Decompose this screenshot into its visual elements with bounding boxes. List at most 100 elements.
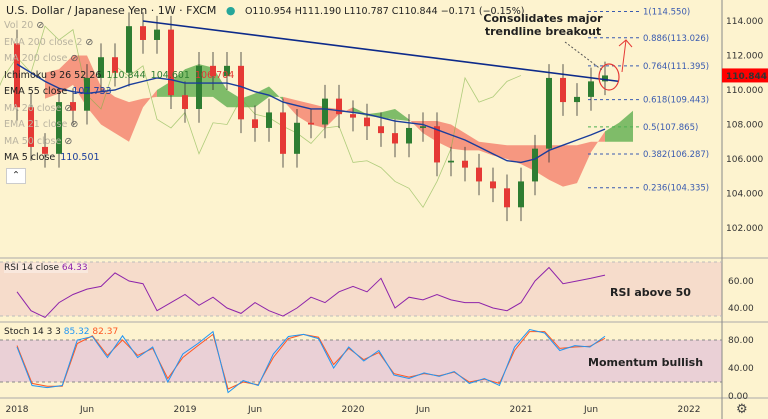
fib-level-label: 0.382(106.287) (643, 150, 709, 160)
stoch-tick: 0.00 (728, 392, 748, 402)
fib-level-label: 0.764(111.395) (643, 62, 709, 72)
price-tick: 108.000 (726, 121, 763, 131)
price-tick: 106.000 (726, 155, 763, 165)
ichimoku-cloud-segment (45, 69, 59, 99)
candle-body (112, 57, 118, 73)
ichimoku-cloud-segment (591, 131, 605, 153)
ichimoku-cloud-segment (563, 145, 577, 187)
fib-level-label: 0.5(107.865) (643, 123, 698, 133)
hidden-eye-icon[interactable]: ⊘ (67, 119, 79, 130)
legend-item[interactable]: Ichimoku 9 26 52 26 110.844 104.601 106.704 (4, 70, 234, 81)
candle-body (364, 117, 370, 127)
ichimoku-cloud-segment (381, 108, 395, 120)
ema55-line (16, 63, 606, 164)
legend-item[interactable]: MA 50 close ⊘ (4, 136, 72, 147)
legend-label: MA 200 close (4, 53, 68, 64)
price-tick: 112.000 (726, 52, 763, 62)
stoch-tick: 40.00 (728, 364, 754, 374)
candle-body (56, 102, 62, 154)
legend-item[interactable]: MA 5 close 110.501 (4, 152, 100, 163)
candle-body (532, 148, 538, 182)
time-tick: Jun (415, 405, 430, 415)
candle-body (308, 122, 314, 125)
candle-body (322, 98, 328, 125)
hidden-eye-icon[interactable]: ⊘ (33, 20, 45, 31)
candle-body (420, 126, 426, 128)
ichimoku-cloud-segment (227, 90, 241, 108)
legend-item[interactable]: EMA 21 close ⊘ (4, 119, 78, 130)
stoch-band (0, 340, 722, 382)
time-tick: 2021 (510, 405, 533, 415)
legend-item[interactable]: Vol 20 ⊘ (4, 20, 44, 31)
candle-body (406, 127, 412, 144)
market-status-icon: ● (225, 4, 236, 17)
legend-label: EMA 200 close 2 (4, 36, 83, 48)
time-tick: Jun (79, 405, 94, 415)
rsi-tick: 40.00 (728, 304, 754, 314)
rsi-line (16, 266, 606, 319)
rsi-legend[interactable]: RSI 14 close 64.33 (4, 263, 88, 273)
legend-value: 104.601 (150, 69, 190, 81)
candle-body (224, 65, 230, 77)
ohlc-readout: O110.954 H111.190 L110.787 C110.844 −0.1… (244, 6, 525, 17)
candle-body (518, 181, 524, 208)
symbol-title[interactable]: U.S. Dollar / Japanese Yen · 1W · FXCM ●… (6, 4, 524, 17)
price-tick: 102.000 (726, 224, 763, 234)
ichimoku-cloud-segment (297, 100, 311, 125)
hidden-eye-icon[interactable]: ⊘ (82, 36, 94, 48)
candle-body (490, 181, 496, 189)
legend-item[interactable]: MA 20 close ⊘ (4, 103, 72, 114)
candle-body (196, 65, 202, 109)
legend-label: Ichimoku 9 26 52 26 (4, 69, 102, 81)
candle-body (448, 160, 454, 163)
stoch-legend[interactable]: Stoch 14 3 3 85.32 82.37 (4, 327, 118, 337)
candle-body (98, 57, 104, 78)
ichimoku-cloud-segment (185, 64, 199, 97)
ichimoku-cloud-segment (577, 141, 591, 184)
candle-body (560, 77, 566, 103)
candle-body (434, 126, 440, 163)
candle-body (350, 114, 356, 118)
symbol-label: U.S. Dollar / Japanese Yen · 1W · FXCM (6, 4, 217, 17)
ichimoku-cloud-segment (59, 55, 73, 94)
candle-body (14, 43, 20, 108)
legend-item[interactable]: EMA 200 close 2 ⊘ (4, 37, 93, 48)
time-tick: Jun (247, 405, 262, 415)
stoch-annotation: Momentum bullish (588, 356, 704, 369)
time-tick: 2020 (342, 405, 365, 415)
candle-body (42, 146, 48, 154)
candle-body (602, 75, 608, 82)
ichimoku-cloud-segment (213, 67, 227, 108)
ichimoku-cloud-segment (255, 86, 269, 108)
candle-body (462, 160, 468, 168)
candle-body (336, 98, 342, 115)
stoch-label: Stoch 14 3 3 (4, 327, 61, 337)
rsi-label: RSI 14 close (4, 263, 59, 273)
hidden-eye-icon[interactable]: ⊘ (61, 102, 73, 114)
legend-item[interactable]: MA 200 close ⊘ (4, 53, 78, 64)
ichimoku-cloud-segment (521, 145, 535, 172)
time-tick: 2018 (6, 405, 29, 415)
settings-gear-icon[interactable]: ⚙ (736, 402, 748, 417)
price-tick: 104.000 (726, 190, 763, 200)
stoch-k-value: 85.32 (63, 327, 90, 337)
hidden-eye-icon[interactable]: ⊘ (61, 135, 73, 147)
candle-body (252, 119, 258, 128)
candle-body (126, 26, 132, 73)
legend-label: MA 5 close (4, 152, 56, 163)
candle-body (266, 112, 272, 128)
fib-level-label: 0.618(109.443) (643, 96, 709, 106)
candle-body (588, 81, 594, 97)
hidden-eye-icon[interactable]: ⊘ (67, 53, 79, 64)
candle-body (392, 133, 398, 144)
legend-label: Vol 20 (4, 20, 34, 31)
ichimoku-cloud-segment (171, 69, 185, 97)
rsi-annotation: RSI above 50 (610, 286, 691, 299)
legend-label: MA 50 close (4, 135, 62, 147)
legend-value: 110.501 (60, 152, 100, 163)
collapse-legend-button[interactable]: ⌃ (6, 168, 26, 184)
candle-body (182, 95, 188, 109)
legend-item[interactable]: EMA 55 close 107.733 (4, 86, 112, 97)
ichimoku-cloud-segment (549, 145, 563, 187)
